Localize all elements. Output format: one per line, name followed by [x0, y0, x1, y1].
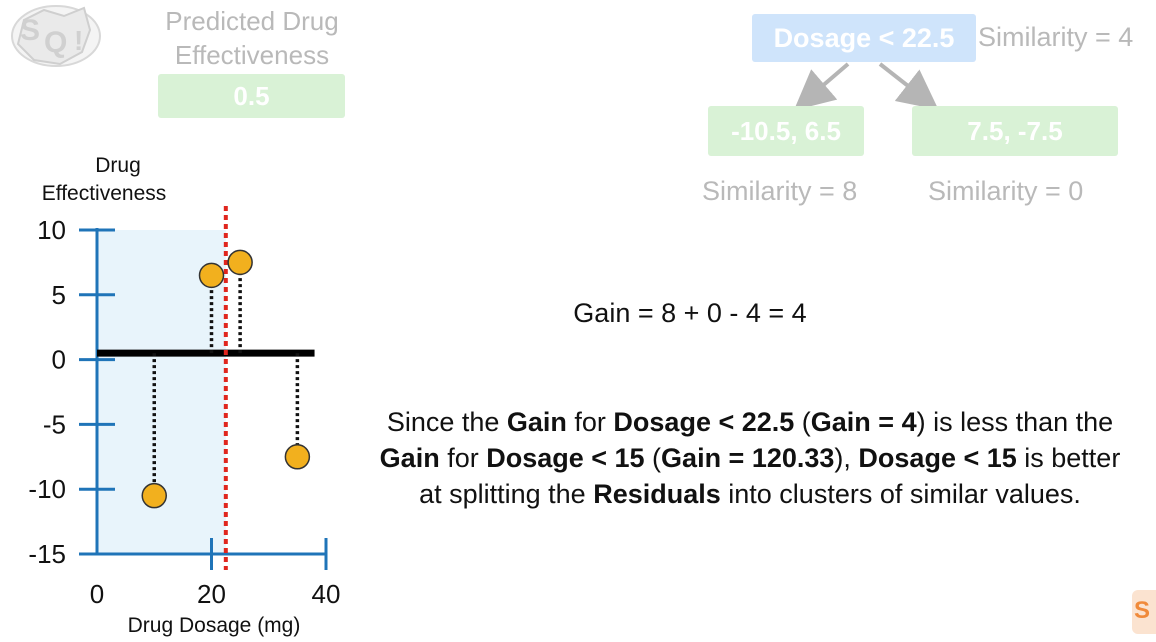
y-tick-label: 10	[37, 215, 66, 245]
tree-right-leaf: 7.5, -7.5	[912, 106, 1118, 156]
left-leaf-similarity: Similarity = 8	[702, 176, 858, 206]
expl-part-5: for	[439, 443, 487, 473]
expl-bold-2: Dosage < 22.5	[613, 407, 795, 437]
y-tick-label: -10	[28, 474, 66, 504]
predicted-title-line2: Effectiveness	[174, 40, 330, 70]
data-point	[284, 444, 311, 470]
predicted-effectiveness-title: Predicted Drug Effectiveness	[150, 4, 354, 72]
expl-bold-8: Residuals	[593, 479, 721, 509]
tree-left-leaf: -10.5, 6.5	[708, 106, 864, 156]
svg-text:Q: Q	[44, 26, 67, 59]
gain-equation: Gain = 8 + 0 - 4 = 4	[573, 298, 807, 328]
expl-part-9: into clusters of similar values.	[720, 479, 1081, 509]
expl-part-2: for	[566, 407, 614, 437]
expl-bold-1: Gain	[506, 407, 567, 437]
svg-text:S: S	[1134, 597, 1150, 624]
svg-text:S: S	[20, 14, 40, 47]
expl-part-7: ),	[834, 443, 859, 473]
expl-bold-3: Gain = 4	[810, 407, 917, 437]
x-axis-label: Drug Dosage (mg)	[128, 614, 301, 637]
y-axis-label-line1: Drug	[95, 154, 141, 177]
right-leaf-similarity: Similarity = 0	[928, 176, 1084, 206]
expl-bold-4: Gain	[379, 443, 440, 473]
tree-root-node: Dosage < 22.5	[752, 14, 976, 62]
explanation-text: Since the Gain for Dosage < 22.5 (Gain =…	[378, 404, 1122, 512]
data-point	[198, 262, 225, 289]
y-tick-label: -5	[43, 409, 66, 439]
x-tick-label: 40	[312, 579, 341, 609]
y-axis-label-line2: Effectiveness	[42, 182, 167, 205]
y-tick-label: 0	[52, 345, 66, 375]
x-tick-label: 0	[90, 579, 104, 609]
expl-part-6: (	[644, 443, 662, 473]
expl-part-8: is better at splitting the	[419, 443, 1121, 509]
predicted-title-line1: Predicted Drug	[165, 6, 339, 36]
root-similarity: Similarity = 4	[978, 22, 1134, 52]
statquest-corner-logo: S	[1132, 590, 1156, 634]
expl-bold-5: Dosage < 15	[486, 443, 645, 473]
y-tick-label: -15	[28, 539, 66, 569]
statquest-logo: S Q !	[11, 5, 101, 67]
expl-part-1: Since the	[386, 407, 507, 437]
expl-part-4: ) is less than the	[916, 407, 1114, 437]
data-point	[141, 482, 167, 509]
expl-bold-6: Gain = 120.33	[661, 443, 835, 473]
y-tick-label: 5	[52, 280, 66, 310]
expl-bold-7: Dosage < 15	[858, 443, 1017, 473]
data-point	[227, 249, 253, 276]
x-tick-label: 20	[197, 579, 226, 609]
predicted-value-box: 0.5	[158, 74, 345, 118]
svg-text:!: !	[74, 25, 83, 56]
expl-part-3: (	[794, 407, 811, 437]
